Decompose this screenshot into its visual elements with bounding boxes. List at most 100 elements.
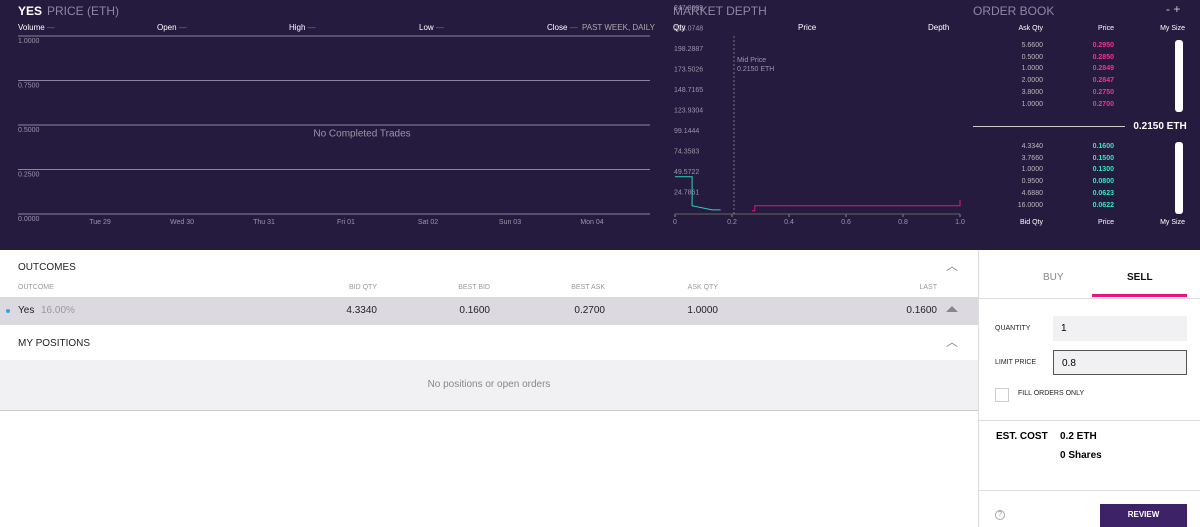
quantity[interactable]: 16.0000 <box>1017 201 1043 209</box>
column-header: BEST BID <box>458 284 490 291</box>
column-header[interactable]: High <box>289 24 316 32</box>
quantity[interactable]: 1.0000 <box>1021 166 1043 174</box>
y-tick-label: 148.7165 <box>674 87 703 94</box>
y-tick-label: 247.8609 <box>674 5 703 12</box>
column-header: BID QTY <box>348 284 377 291</box>
y-tick-label: 24.7861 <box>674 189 699 196</box>
buy-tab[interactable]: BUY <box>1043 272 1064 283</box>
x-tick-label: Wed 30 <box>170 219 194 226</box>
orderbook-title: ORDER BOOK <box>973 4 1055 18</box>
cell: 0.2700 <box>574 305 605 316</box>
quantity[interactable]: 1.0000 <box>1021 100 1043 108</box>
sell-tab[interactable]: SELL <box>1127 272 1153 283</box>
y-tick-label: 123.9304 <box>674 107 703 114</box>
x-tick-label: Fri 01 <box>337 219 355 226</box>
x-tick-label: Mon 04 <box>580 219 603 226</box>
price[interactable]: 0.0623 <box>1092 189 1114 197</box>
quantity[interactable]: 2.0000 <box>1021 77 1043 85</box>
column-header[interactable]: Price <box>798 23 817 32</box>
depth-chart: 247.8609 223.0748 198.2887 173.5026 148.7165… <box>673 5 965 226</box>
help[interactable]: ? <box>995 510 1005 520</box>
column-header: LAST <box>919 284 937 291</box>
empty-message: No positions or open orders <box>427 379 551 390</box>
outcome-percent: 16.00% <box>41 305 75 316</box>
y-tick-label: 0.7500 <box>18 82 40 89</box>
outcome-name: Yes <box>18 305 35 316</box>
spread-line <box>973 126 1188 127</box>
quantity[interactable]: 5.6600 <box>1021 42 1043 49</box>
price-chart: 1.0000 0.7500 0.5000 0.2500 0.0000 Tue 29 Wed … <box>18 35 650 226</box>
column-header[interactable]: Close <box>547 24 578 32</box>
quantity-label: QUANTITY <box>995 325 1031 332</box>
price[interactable]: 0.1300 <box>1092 166 1114 174</box>
empty-message: No Completed Trades <box>313 129 410 140</box>
trade-panel <box>978 250 1200 527</box>
x-tick-label: 0 <box>673 219 677 226</box>
price[interactable]: 0.0800 <box>1092 178 1114 186</box>
period-select[interactable]: PAST WEEK, DAILY <box>582 23 655 32</box>
spread: 0.2150 ETH <box>1125 122 1195 132</box>
limit-input[interactable]: 0.8 <box>1053 350 1187 375</box>
x-tick-label: 0.2 <box>727 219 737 226</box>
x-tick-label: 0.8 <box>898 219 908 226</box>
review-button[interactable]: REVIEW <box>1100 504 1187 527</box>
column-header[interactable]: Open <box>157 24 187 32</box>
price[interactable]: 0.0622 <box>1092 201 1114 209</box>
row-toggle[interactable] <box>946 306 958 312</box>
column-header[interactable]: Low <box>419 24 444 32</box>
limit-label: LIMIT PRICE <box>995 359 1037 366</box>
price[interactable]: 0.2700 <box>1092 100 1114 108</box>
est-cost: 0.2 ETH <box>1060 431 1097 442</box>
x-tick-label: 1.0 <box>955 219 965 226</box>
est-cost-label: EST. COST <box>996 431 1048 442</box>
quantity[interactable]: 3.8000 <box>1021 88 1043 96</box>
orderbook-zoom[interactable]: - + <box>1166 2 1181 16</box>
mid-price: 0.2150 ETH <box>737 66 774 73</box>
y-tick-label: 49.5722 <box>674 169 699 176</box>
outcome-row-bg[interactable] <box>0 297 978 325</box>
orderbook-header: My Size <box>1160 25 1185 32</box>
y-tick-label: 223.0748 <box>674 25 703 32</box>
depth-line <box>675 176 721 211</box>
divider <box>979 420 1200 421</box>
x-tick-label: Tue 29 <box>89 219 111 226</box>
quantity-input[interactable]: 1 <box>1053 316 1187 341</box>
price[interactable]: 0.2847 <box>1092 77 1114 85</box>
checkbox[interactable] <box>995 388 1009 402</box>
positions-title: MY POSITIONS <box>18 338 91 349</box>
column-header[interactable]: Volume <box>18 24 55 32</box>
price[interactable]: 0.2849 <box>1092 65 1114 73</box>
orderbook-header: My Size <box>1160 219 1185 226</box>
price[interactable]: 0.2750 <box>1092 88 1114 96</box>
price[interactable]: 0.1500 <box>1092 154 1114 162</box>
scrollbar[interactable] <box>1175 142 1183 214</box>
price[interactable]: 0.2950 <box>1092 42 1114 49</box>
x-tick-label: Thu 31 <box>253 219 275 226</box>
y-tick-label: 173.5026 <box>674 66 703 73</box>
divider <box>979 298 1200 299</box>
price[interactable]: 0.2850 <box>1092 53 1114 61</box>
fill-only-label: FILL ORDERS ONLY <box>1018 390 1085 397</box>
shares: 0 Shares <box>1060 450 1102 461</box>
column-header[interactable]: Qty <box>673 23 686 32</box>
orderbook-header: Price <box>1098 25 1114 32</box>
quantity[interactable]: 3.7660 <box>1021 154 1043 162</box>
collapse[interactable]: ︿ <box>946 259 959 273</box>
depth-title: MARKET DEPTH <box>673 4 767 18</box>
y-tick-label: 74.3583 <box>674 148 699 155</box>
quantity[interactable]: 0.9500 <box>1021 178 1043 186</box>
positions-empty <box>0 360 978 411</box>
quantity[interactable]: 4.3340 <box>1021 143 1043 150</box>
collapse[interactable]: ︿ <box>946 335 959 349</box>
column-header[interactable]: Depth <box>928 23 950 32</box>
quantity[interactable]: 4.6880 <box>1021 189 1043 197</box>
scrollbar[interactable] <box>1175 40 1183 112</box>
quantity[interactable]: 0.5000 <box>1021 53 1043 61</box>
cell: 1.0000 <box>687 305 718 316</box>
quantity[interactable]: 1.0000 <box>1021 65 1043 73</box>
selected-dot <box>6 309 10 313</box>
y-tick-label: 99.1444 <box>674 128 699 135</box>
price[interactable]: 0.1600 <box>1092 143 1114 150</box>
column-header: OUTCOME <box>18 284 54 291</box>
